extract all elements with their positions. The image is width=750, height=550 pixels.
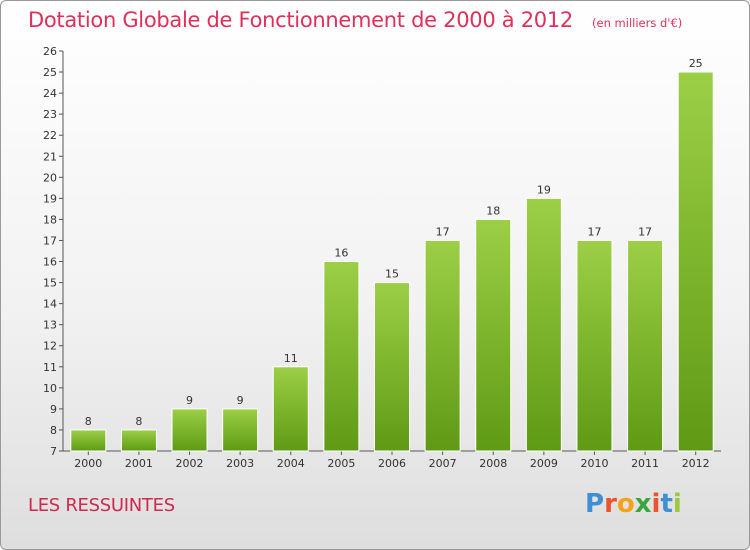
logo-letter: o	[616, 489, 635, 519]
x-tick-label: 2006	[378, 457, 406, 470]
logo-letter: P	[585, 489, 605, 519]
bar	[374, 282, 410, 452]
y-tick-label: 13	[43, 319, 57, 332]
bar-value-label: 11	[284, 352, 298, 365]
proxiti-logo: Proxiti	[585, 489, 682, 519]
logo-letter: x	[634, 489, 652, 519]
bar	[627, 239, 664, 452]
bar-value-label: 16	[334, 247, 348, 260]
bar	[222, 408, 259, 452]
y-axis: 7 8 9 10 11 12 13 14 15 16 17 18 19 20 21 22 23 24 25 26	[43, 45, 64, 458]
y-tick-label: 18	[43, 213, 57, 226]
x-tick-label: 2009	[530, 457, 558, 470]
x-tick-label: 2007	[429, 457, 457, 470]
bar-value-label: 15	[385, 268, 399, 281]
x-tick-label: 2002	[176, 457, 204, 470]
logo-letter: r	[604, 489, 617, 519]
bar-value-label: 17	[436, 225, 450, 238]
y-tick-label: 17	[43, 234, 57, 247]
y-tick-label: 14	[43, 298, 57, 311]
bar	[171, 408, 208, 452]
bar-value-label: 18	[486, 204, 500, 217]
y-tick-label: 9	[50, 403, 57, 416]
chart-title: Dotation Globale de Fonctionnement de 20…	[28, 8, 573, 32]
y-tick-label: 19	[43, 192, 57, 205]
bar-value-label: 9	[186, 394, 193, 407]
x-tick-label: 2004	[277, 457, 305, 470]
title-line: Dotation Globale de Fonctionnement de 20…	[28, 8, 682, 32]
y-tick-label: 8	[50, 424, 57, 437]
x-axis: 2000 2001 2002 2003 2004 2005 2006 2007 2008 2009…	[63, 450, 721, 470]
x-tick-label: 2011	[631, 457, 659, 470]
x-tick-label: 2003	[226, 457, 254, 470]
bar-value-label: 8	[85, 415, 92, 428]
y-tick-label: 21	[43, 150, 57, 163]
bars: 8 8 9 9 11 16 15 17 18 19 17 17 25	[70, 57, 714, 452]
x-tick-label: 2012	[682, 457, 710, 470]
y-tick-label: 7	[50, 445, 57, 458]
bar	[120, 429, 157, 452]
y-tick-label: 15	[43, 277, 57, 290]
logo-letter: i	[672, 489, 682, 519]
y-tick-label: 25	[43, 66, 57, 79]
y-tick-label: 26	[43, 45, 57, 58]
bar-value-label: 9	[237, 394, 244, 407]
bar	[323, 261, 360, 452]
y-tick-label: 22	[43, 129, 57, 142]
y-tick-label: 11	[43, 361, 57, 374]
bar-value-label: 17	[638, 225, 652, 238]
logo-letter: t	[660, 489, 673, 519]
bar	[70, 429, 107, 452]
bar	[424, 239, 461, 452]
y-tick-label: 23	[43, 108, 57, 121]
y-tick-label: 20	[43, 171, 57, 184]
chart-subtitle: (en milliers d'€)	[592, 16, 683, 30]
x-tick-label: 2005	[327, 457, 355, 470]
x-tick-label: 2000	[74, 457, 102, 470]
y-tick-label: 10	[43, 382, 57, 395]
y-tick-label: 12	[43, 340, 57, 353]
x-tick-label: 2001	[125, 457, 153, 470]
logo-letter: i	[651, 489, 661, 519]
bar	[576, 239, 613, 452]
bar-value-label: 25	[689, 57, 703, 70]
bar-value-label: 8	[135, 415, 142, 428]
y-tick-label: 24	[43, 87, 57, 100]
y-tick-label: 16	[43, 256, 57, 269]
place-name: LES RESSUINTES	[28, 495, 175, 516]
bar	[677, 71, 714, 452]
bar-value-label: 17	[587, 225, 601, 238]
bar-value-label: 19	[537, 183, 551, 196]
x-tick-label: 2008	[479, 457, 507, 470]
x-tick-label: 2010	[580, 457, 608, 470]
bar	[525, 197, 562, 452]
bar	[272, 366, 309, 452]
bar	[475, 218, 512, 452]
